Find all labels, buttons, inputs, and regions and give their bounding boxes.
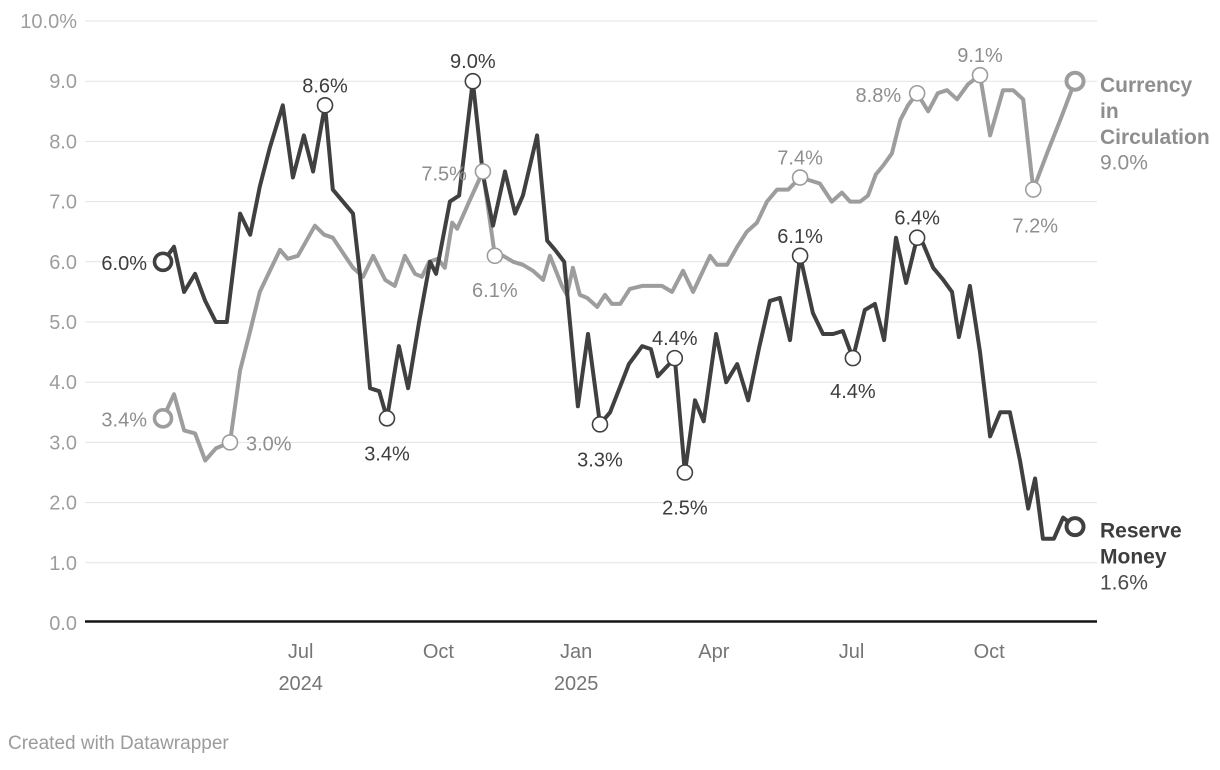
y-tick-label: 8.0: [49, 131, 77, 153]
x-tick-label: Jul: [839, 641, 865, 663]
attribution-footer: Created with Datawrapper: [8, 733, 229, 754]
series-legend-reserve-money: Money: [1100, 545, 1167, 568]
data-point-label: 8.8%: [856, 85, 902, 107]
series-legend-currency-in-circulation: Currency: [1100, 74, 1193, 97]
y-tick-label: 6.0: [49, 252, 77, 274]
data-point-label: 6.1%: [472, 280, 518, 302]
x-tick-label: Apr: [698, 641, 729, 663]
y-tick-label: 9.0: [49, 71, 77, 93]
data-point-label: 6.1%: [777, 226, 823, 248]
y-tick-label: 2.0: [49, 493, 77, 515]
x-tick-label: Jan: [560, 641, 592, 663]
data-point-marker: [908, 229, 926, 247]
data-point-marker: [221, 434, 239, 451]
data-point-marker: [791, 247, 809, 265]
x-tick-year-label: 2025: [554, 673, 599, 695]
series-end-value-reserve-money: 1.6%: [1100, 571, 1148, 594]
data-point-label: 6.0%: [101, 253, 147, 275]
data-point-marker: [676, 464, 694, 481]
data-point-label: 3.4%: [101, 409, 147, 431]
data-point-label: 2.5%: [662, 498, 708, 520]
y-tick-label: 1.0: [49, 553, 77, 575]
data-point-marker: [474, 163, 492, 180]
series-line-reserve-money: [161, 79, 1077, 541]
series-legend-currency-in-circulation: in: [1100, 100, 1119, 123]
data-point-label: 3.4%: [364, 443, 410, 465]
data-point-marker: [316, 96, 334, 114]
series-end-marker-currency-in-circulation: [1064, 70, 1086, 92]
data-point-marker: [152, 251, 174, 273]
y-tick-label: 3.0: [49, 432, 77, 454]
data-point-marker: [378, 410, 396, 427]
series-end-marker-reserve-money: [1064, 516, 1086, 538]
y-tick-label: 10.0%: [20, 11, 77, 33]
series-legend-currency-in-circulation: Circulation: [1100, 126, 1210, 149]
x-tick-year-label: 2024: [278, 673, 323, 695]
data-point-marker: [666, 349, 684, 367]
y-tick-label: 0.0: [49, 613, 77, 635]
data-point-marker: [464, 72, 482, 90]
series-end-value-currency-in-circulation: 9.0%: [1100, 152, 1148, 175]
data-point-marker: [791, 169, 809, 186]
data-point-marker: [971, 66, 989, 84]
data-point-marker: [1024, 181, 1042, 198]
x-tick-label: Oct: [974, 641, 1006, 663]
x-tick-label: Oct: [423, 641, 455, 663]
x-tick-label: Jul: [288, 641, 314, 663]
y-tick-label: 5.0: [49, 312, 77, 334]
data-point-label: 3.0%: [246, 433, 292, 455]
data-point-label: 9.0%: [450, 51, 496, 73]
data-point-label: 6.4%: [894, 208, 940, 230]
data-point-label: 9.1%: [957, 45, 1003, 67]
data-point-marker: [908, 84, 926, 102]
data-point-label: 4.4%: [830, 381, 876, 403]
data-point-label: 3.3%: [577, 449, 623, 471]
y-tick-label: 7.0: [49, 192, 77, 214]
data-point-marker: [591, 416, 609, 433]
series-legend-reserve-money: Reserve: [1100, 520, 1182, 543]
data-point-label: 8.6%: [302, 75, 348, 97]
data-point-marker: [844, 349, 862, 367]
data-point-label: 4.4%: [652, 328, 698, 350]
series-line-currency-in-circulation: [161, 73, 1077, 463]
data-point-label: 7.4%: [777, 148, 823, 170]
chart-svg: 10.0% 9.0 8.0 7.0 6.0 5.0 4.0 3.0 2.0 1.0 0.0 Jul 20…: [20, 11, 1210, 695]
y-tick-label: 4.0: [49, 372, 77, 394]
data-point-label: 7.2%: [1012, 216, 1058, 238]
data-point-marker: [486, 247, 504, 265]
data-point-label: 7.5%: [421, 164, 467, 186]
data-point-marker: [152, 408, 174, 429]
